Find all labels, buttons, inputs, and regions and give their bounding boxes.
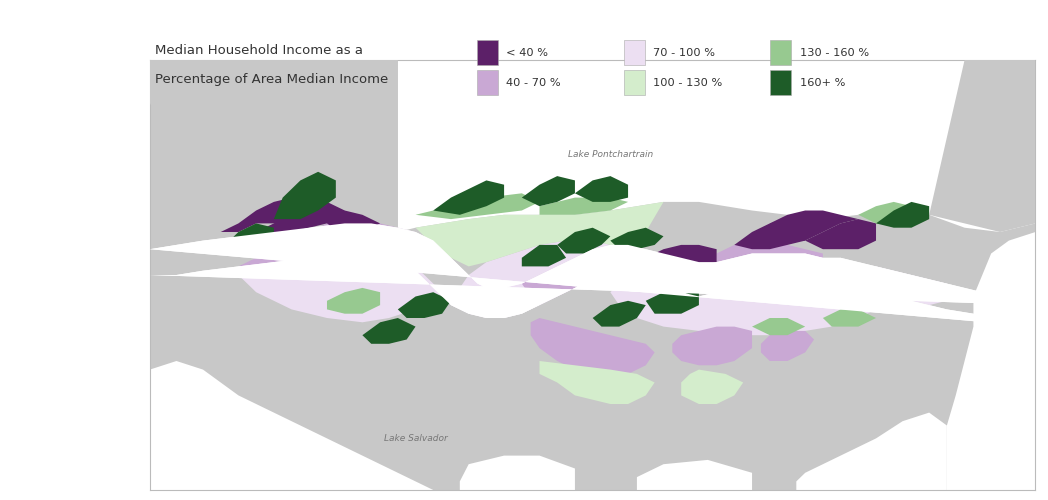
Polygon shape <box>681 370 743 404</box>
Polygon shape <box>238 219 415 266</box>
Polygon shape <box>522 245 610 305</box>
Polygon shape <box>930 60 1035 232</box>
Polygon shape <box>238 206 380 245</box>
Polygon shape <box>274 172 335 219</box>
Polygon shape <box>150 60 398 249</box>
Polygon shape <box>540 198 628 215</box>
Polygon shape <box>946 232 1035 490</box>
Polygon shape <box>150 361 433 490</box>
Polygon shape <box>796 412 946 490</box>
Polygon shape <box>805 266 858 283</box>
Polygon shape <box>150 224 1035 326</box>
Polygon shape <box>530 318 655 378</box>
Polygon shape <box>858 202 912 224</box>
Polygon shape <box>398 292 451 318</box>
Polygon shape <box>610 228 663 249</box>
Polygon shape <box>761 331 814 361</box>
Text: 70 - 100 %: 70 - 100 % <box>653 48 715 58</box>
Polygon shape <box>610 280 876 335</box>
Polygon shape <box>752 318 805 335</box>
Bar <box>624 40 645 64</box>
Polygon shape <box>327 288 380 314</box>
Polygon shape <box>363 318 415 344</box>
Bar <box>624 70 645 94</box>
Polygon shape <box>540 361 655 404</box>
Polygon shape <box>876 202 930 228</box>
Polygon shape <box>522 245 566 266</box>
Polygon shape <box>150 224 1035 326</box>
Bar <box>477 70 498 94</box>
Polygon shape <box>717 240 823 280</box>
Polygon shape <box>805 219 876 249</box>
Text: 160+ %: 160+ % <box>800 78 845 88</box>
Text: < 40 %: < 40 % <box>506 48 548 58</box>
Polygon shape <box>150 60 1035 490</box>
Polygon shape <box>221 198 345 232</box>
Polygon shape <box>769 210 858 240</box>
Polygon shape <box>415 194 540 219</box>
Polygon shape <box>646 288 699 314</box>
Text: Percentage of Area Median Income: Percentage of Area Median Income <box>155 74 389 86</box>
Text: Median Household Income as a: Median Household Income as a <box>155 44 363 57</box>
Polygon shape <box>415 202 663 266</box>
Bar <box>770 40 791 64</box>
Polygon shape <box>221 224 274 249</box>
Polygon shape <box>646 245 717 266</box>
Polygon shape <box>858 266 946 305</box>
Polygon shape <box>522 176 575 206</box>
Polygon shape <box>575 176 628 202</box>
Polygon shape <box>451 240 610 318</box>
Polygon shape <box>593 301 646 326</box>
Text: Lake Pontchartrain: Lake Pontchartrain <box>568 150 653 159</box>
Text: 40 - 70 %: 40 - 70 % <box>506 78 561 88</box>
Text: Lake Salvador: Lake Salvador <box>384 434 447 443</box>
Bar <box>770 70 791 94</box>
Polygon shape <box>558 228 610 254</box>
Polygon shape <box>823 310 876 326</box>
Polygon shape <box>673 326 752 366</box>
Polygon shape <box>610 254 717 292</box>
Polygon shape <box>238 254 442 322</box>
Polygon shape <box>433 180 504 215</box>
Polygon shape <box>735 219 805 249</box>
Polygon shape <box>460 456 575 490</box>
Polygon shape <box>398 60 1035 232</box>
Bar <box>477 40 498 64</box>
Text: 100 - 130 %: 100 - 130 % <box>653 78 722 88</box>
Text: 130 - 160 %: 130 - 160 % <box>800 48 869 58</box>
Polygon shape <box>637 460 752 490</box>
